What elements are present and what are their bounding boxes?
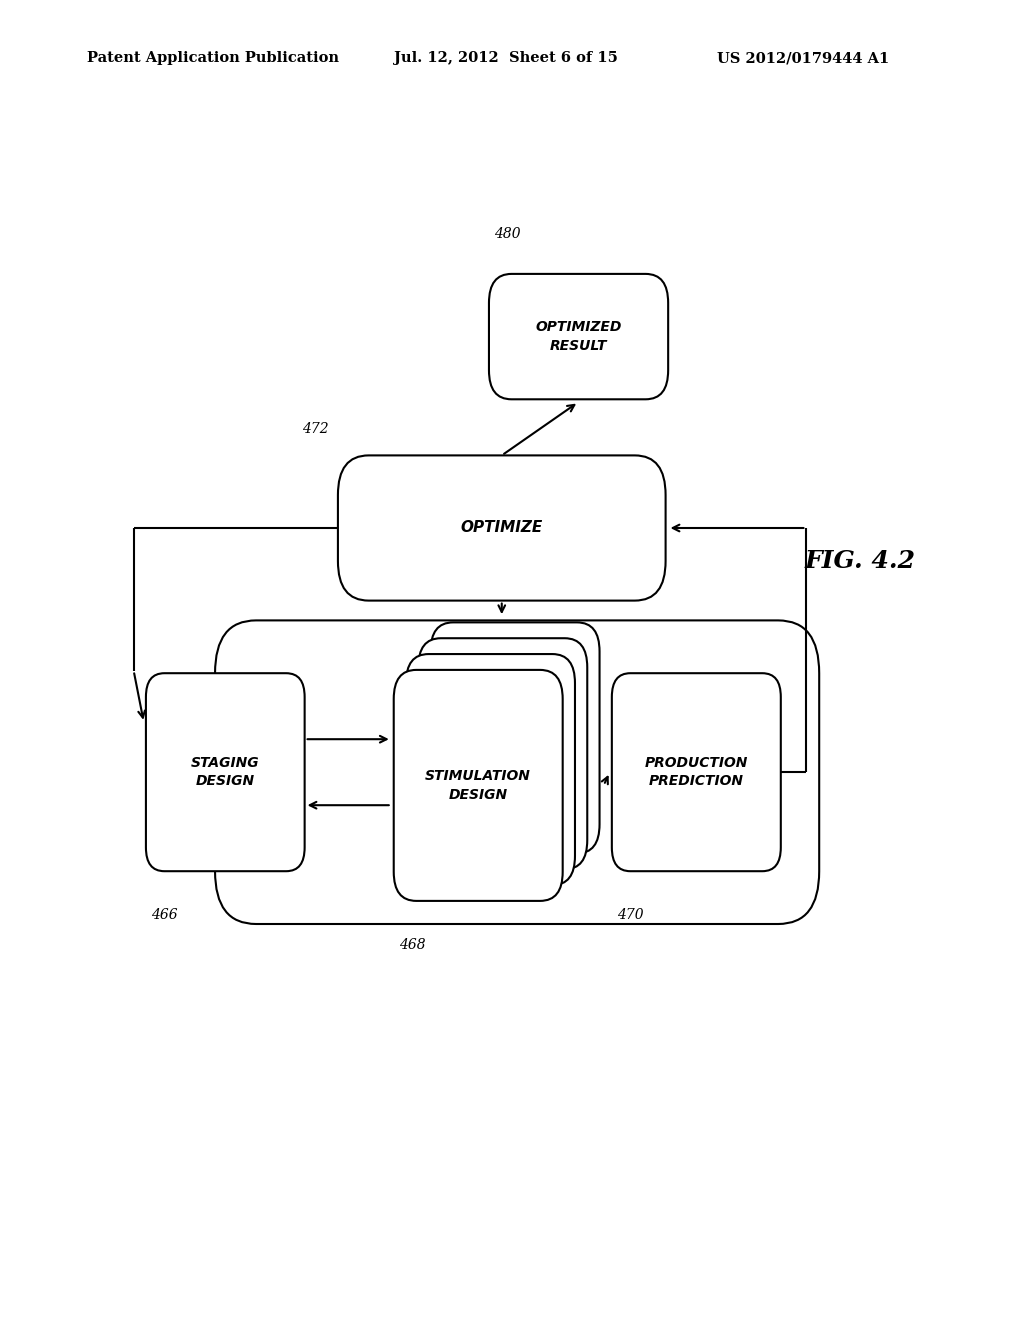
Text: STIMULATION
DESIGN: STIMULATION DESIGN (425, 770, 531, 801)
Text: Patent Application Publication: Patent Application Publication (87, 51, 339, 66)
FancyBboxPatch shape (146, 673, 305, 871)
FancyBboxPatch shape (612, 673, 781, 871)
Text: 466: 466 (152, 908, 178, 923)
FancyBboxPatch shape (393, 671, 563, 900)
Text: US 2012/0179444 A1: US 2012/0179444 A1 (717, 51, 889, 66)
FancyBboxPatch shape (488, 275, 668, 399)
Text: 468: 468 (399, 937, 426, 952)
FancyBboxPatch shape (406, 655, 575, 884)
Text: 470: 470 (616, 908, 644, 923)
FancyBboxPatch shape (419, 639, 588, 869)
FancyBboxPatch shape (215, 620, 819, 924)
Text: 480: 480 (494, 227, 521, 242)
Text: OPTIMIZE: OPTIMIZE (461, 520, 543, 536)
FancyBboxPatch shape (338, 455, 666, 601)
Text: STAGING
DESIGN: STAGING DESIGN (190, 756, 260, 788)
FancyBboxPatch shape (430, 623, 600, 853)
Text: Jul. 12, 2012  Sheet 6 of 15: Jul. 12, 2012 Sheet 6 of 15 (394, 51, 618, 66)
Text: PRODUCTION
PREDICTION: PRODUCTION PREDICTION (645, 756, 748, 788)
Text: OPTIMIZED
RESULT: OPTIMIZED RESULT (536, 321, 622, 352)
Text: 472: 472 (302, 421, 329, 436)
Text: FIG. 4.2: FIG. 4.2 (805, 549, 915, 573)
